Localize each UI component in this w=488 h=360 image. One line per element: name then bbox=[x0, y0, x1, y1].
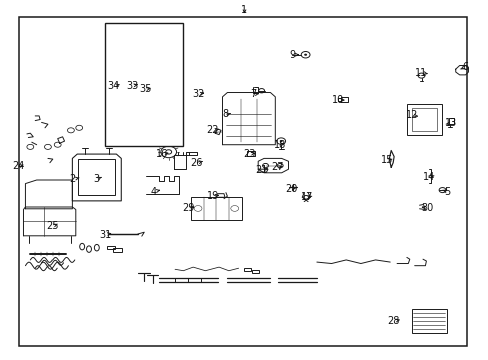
Text: 11: 11 bbox=[414, 68, 427, 78]
Text: 1: 1 bbox=[241, 5, 247, 15]
Text: 20: 20 bbox=[284, 184, 297, 194]
Text: 12: 12 bbox=[405, 110, 417, 120]
Text: 28: 28 bbox=[386, 316, 399, 326]
Text: 35: 35 bbox=[139, 84, 152, 94]
Text: 2: 2 bbox=[69, 174, 75, 184]
Circle shape bbox=[279, 140, 282, 142]
Text: 8: 8 bbox=[223, 109, 228, 120]
Text: 30: 30 bbox=[421, 203, 433, 213]
Text: 24: 24 bbox=[12, 161, 25, 171]
Bar bbox=[243, 268, 250, 271]
Bar bbox=[113, 248, 122, 252]
Text: 21: 21 bbox=[255, 165, 267, 175]
Text: 26: 26 bbox=[190, 158, 203, 168]
Text: 31: 31 bbox=[99, 230, 111, 240]
Circle shape bbox=[304, 54, 306, 56]
Text: 6: 6 bbox=[462, 62, 468, 72]
Text: 9: 9 bbox=[289, 50, 295, 60]
Text: 15: 15 bbox=[380, 155, 393, 165]
Bar bbox=[406, 104, 441, 135]
Text: 34: 34 bbox=[107, 81, 120, 91]
Text: 7: 7 bbox=[250, 89, 256, 99]
Text: 27: 27 bbox=[271, 162, 284, 172]
Text: 14: 14 bbox=[422, 172, 435, 182]
Text: 18: 18 bbox=[273, 140, 285, 150]
Bar bbox=[105, 23, 183, 146]
Bar bbox=[411, 108, 436, 131]
Text: 5: 5 bbox=[444, 186, 449, 197]
Text: 32: 32 bbox=[191, 89, 204, 99]
Text: 23: 23 bbox=[243, 149, 255, 159]
Bar bbox=[190, 197, 242, 220]
Text: 17: 17 bbox=[300, 192, 313, 202]
Text: 16: 16 bbox=[156, 149, 168, 159]
Text: 25: 25 bbox=[46, 221, 59, 231]
Text: 3: 3 bbox=[93, 174, 99, 184]
Text: 10: 10 bbox=[331, 95, 344, 105]
Text: 4: 4 bbox=[151, 186, 157, 197]
Bar bbox=[78, 159, 115, 195]
Bar bbox=[106, 246, 115, 249]
Text: 22: 22 bbox=[206, 125, 219, 135]
Bar bbox=[251, 270, 259, 273]
Text: 19: 19 bbox=[206, 191, 219, 201]
Text: 13: 13 bbox=[444, 118, 456, 128]
Bar bbox=[411, 309, 446, 333]
Text: 29: 29 bbox=[182, 203, 194, 213]
Text: 33: 33 bbox=[125, 81, 138, 91]
